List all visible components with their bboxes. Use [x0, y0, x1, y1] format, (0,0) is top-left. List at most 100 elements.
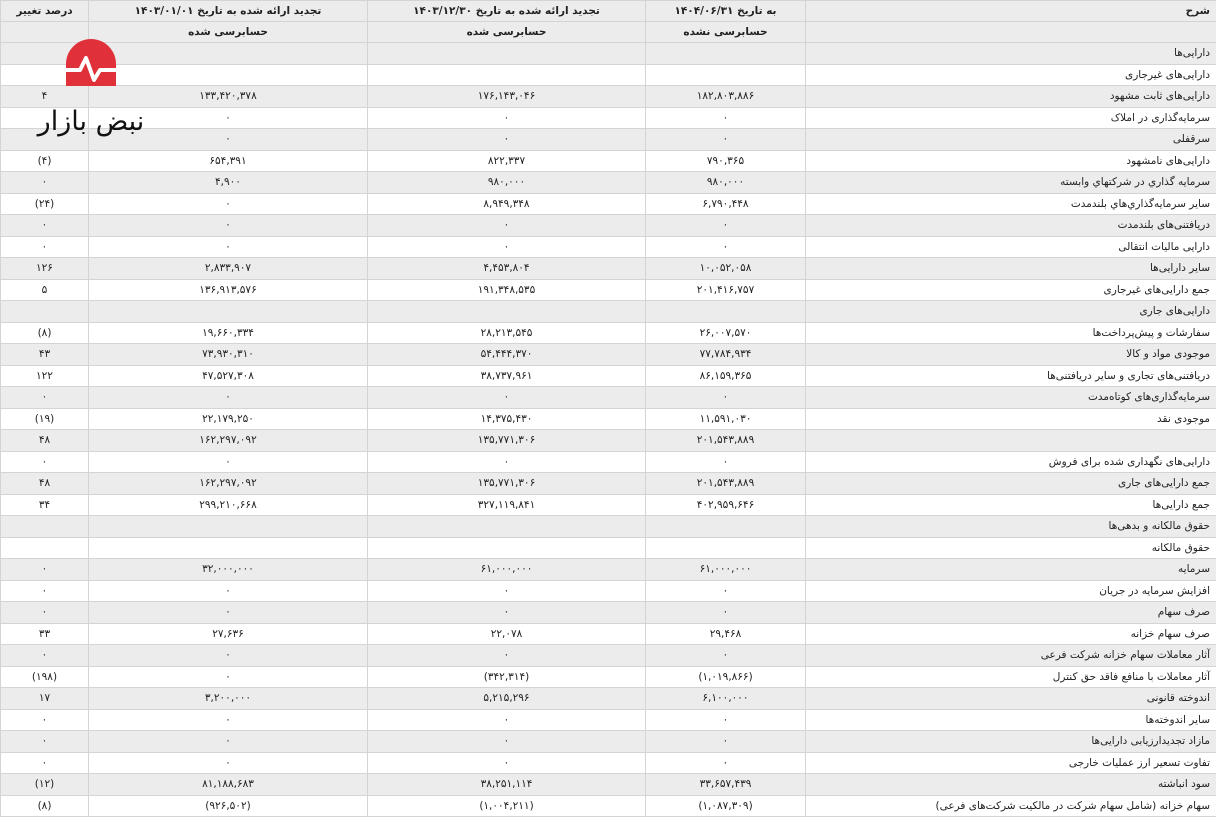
table-row: جمع دارایی‌های غیرجاری ۲۰۱,۴۱۶,۷۵۷ ۱۹۱,۳۴۸…	[0, 278, 1216, 301]
row-label: دارایی‌های نگهداری شده برای فروش	[805, 450, 1216, 473]
value-cell: ۰	[645, 601, 806, 624]
table-row: مازاد تجدیدارزیابی دارایی‌ها ۰ ۰ ۰ ۰	[0, 730, 1216, 753]
value-cell: ۱۱,۵۹۱,۰۳۰	[645, 407, 806, 430]
header-cell: درصد تغییر	[0, 0, 89, 22]
value-cell	[88, 515, 368, 538]
value-cell: ۱۶۲,۲۹۷,۰۹۲	[88, 429, 368, 452]
table-row: آثار معاملات سهام خزانه شرکت فرعی ۰ ۰ ۰ ۰	[0, 644, 1216, 667]
value-cell: ۰	[0, 214, 89, 237]
value-cell: ۳۳,۶۵۷,۴۳۹	[645, 773, 806, 796]
header-cell	[805, 21, 1216, 43]
value-cell: ۰	[367, 601, 646, 624]
value-cell: ۱۷۶,۱۴۳,۰۴۶	[367, 85, 646, 108]
value-cell: ۰	[0, 644, 89, 667]
header-cell: حسابرسی نشده	[645, 21, 806, 43]
value-cell: ۴۰۲,۹۵۹,۶۴۶	[645, 493, 806, 516]
table-row: دارایی‌های نگهداری شده برای فروش ۰ ۰ ۰ ۰	[0, 450, 1216, 473]
value-cell	[0, 42, 89, 65]
value-cell: (۱۹۸)	[0, 665, 89, 688]
table-row: صرف سهام خزانه ۲۹,۴۶۸ ۲۲,۰۷۸ ۲۷,۶۳۶ ۳۳	[0, 622, 1216, 645]
value-cell: ۰	[367, 106, 646, 129]
row-label: دریافتنی‌های بلندمدت	[805, 214, 1216, 237]
row-label: سرمایه‌گذاری در املاک	[805, 106, 1216, 129]
value-cell: ۰	[367, 386, 646, 409]
row-label	[805, 429, 1216, 452]
value-cell: ۱۶۲,۲۹۷,۰۹۲	[88, 472, 368, 495]
value-cell: ۰	[88, 644, 368, 667]
row-label: سهام خزانه (شامل سهام شرکت در مالکیت شرک…	[805, 794, 1216, 817]
value-cell: ۱۳۶,۹۱۳,۵۷۶	[88, 278, 368, 301]
value-cell: ۰	[0, 601, 89, 624]
value-cell: ۰	[0, 751, 89, 774]
table-row: دارایی مالیات انتقالی ۰ ۰ ۰ ۰	[0, 235, 1216, 258]
value-cell	[88, 300, 368, 323]
table-row: سرمایه‌گذاری در املاک ۰ ۰ ۰	[0, 106, 1216, 129]
row-label: جمع دارایی‌های جاری	[805, 472, 1216, 495]
value-cell: ۶۱,۰۰۰,۰۰۰	[367, 558, 646, 581]
value-cell: ۰	[88, 386, 368, 409]
value-cell: (۱۲)	[0, 773, 89, 796]
value-cell	[0, 63, 89, 86]
value-cell	[0, 128, 89, 151]
value-cell: ۰	[367, 128, 646, 151]
value-cell	[367, 536, 646, 559]
row-label: ساير سرمايه‌گذاري‌هاي بلندمدت	[805, 192, 1216, 215]
value-cell: (۱,۰۸۷,۳۰۹)	[645, 794, 806, 817]
header-cell: تجدید ارائه شده به تاریخ ۱۴۰۳/۱۲/۳۰	[367, 0, 646, 22]
header-cell: حسابرسی شده	[88, 21, 368, 43]
value-cell: ۰	[88, 128, 368, 151]
value-cell: (۱۹)	[0, 407, 89, 430]
value-cell	[0, 536, 89, 559]
table-row: سرمایه ۶۱,۰۰۰,۰۰۰ ۶۱,۰۰۰,۰۰۰ ۳۲,۰۰۰,۰۰۰ ۰	[0, 558, 1216, 581]
value-cell: ۰	[88, 665, 368, 688]
value-cell	[0, 106, 89, 129]
table-row: سرمایه‌گذاری‌های کوتاه‌مدت ۰ ۰ ۰ ۰	[0, 386, 1216, 409]
value-cell: ۱۳۵,۷۷۱,۳۰۶	[367, 472, 646, 495]
value-cell: ۳۲,۰۰۰,۰۰۰	[88, 558, 368, 581]
value-cell: (۱,۰۰۴,۲۱۱)	[367, 794, 646, 817]
value-cell: ۰	[0, 235, 89, 258]
value-cell: ۰	[0, 386, 89, 409]
row-label: صرف سهام خزانه	[805, 622, 1216, 645]
value-cell: ۳,۲۰۰,۰۰۰	[88, 687, 368, 710]
table-row: افزایش سرمایه در جریان ۰ ۰ ۰ ۰	[0, 579, 1216, 602]
row-label: تفاوت تسعیر ارز عملیات خارجی	[805, 751, 1216, 774]
table-row: سرمایه گذاري در شرکتهاي وابسته ۹۸۰,۰۰۰ ۹۸۰…	[0, 171, 1216, 194]
value-cell: ۲۰۱,۵۴۳,۸۸۹	[645, 472, 806, 495]
table-row: دارایی‌های جاری	[0, 300, 1216, 323]
value-cell: ۰	[645, 708, 806, 731]
value-cell: ۷۷,۷۸۴,۹۳۴	[645, 343, 806, 366]
value-cell: (۸)	[0, 321, 89, 344]
table-row: سرقفلی ۰ ۰ ۰	[0, 128, 1216, 151]
value-cell	[645, 515, 806, 538]
table-row: موجودی نقد ۱۱,۵۹۱,۰۳۰ ۱۴,۳۷۵,۴۳۰ ۲۲,۱۷۹,۲۵۰…	[0, 407, 1216, 430]
value-cell: ۰	[88, 192, 368, 215]
value-cell: ۰	[645, 214, 806, 237]
header-cell	[0, 21, 89, 43]
value-cell: ۹۸۰,۰۰۰	[367, 171, 646, 194]
table-row: تفاوت تسعیر ارز عملیات خارجی ۰ ۰ ۰ ۰	[0, 751, 1216, 774]
value-cell	[367, 300, 646, 323]
value-cell: ۳۸,۲۵۱,۱۱۴	[367, 773, 646, 796]
value-cell: ۱۰,۰۵۲,۰۵۸	[645, 257, 806, 280]
value-cell: ۸۲۲,۳۳۷	[367, 149, 646, 172]
value-cell: ۲۹۹,۲۱۰,۶۶۸	[88, 493, 368, 516]
value-cell: (۸)	[0, 794, 89, 817]
value-cell: ۱۹,۶۶۰,۳۳۴	[88, 321, 368, 344]
value-cell: ۵	[0, 278, 89, 301]
value-cell: ۲,۸۳۳,۹۰۷	[88, 257, 368, 280]
value-cell: ۰	[645, 579, 806, 602]
value-cell: ۴۷,۵۲۷,۳۰۸	[88, 364, 368, 387]
table-row: موجودی مواد و کالا ۷۷,۷۸۴,۹۳۴ ۵۴,۴۴۴,۳۷۰ ۷۳…	[0, 343, 1216, 366]
value-cell: ۳۸,۷۳۷,۹۶۱	[367, 364, 646, 387]
row-label: سرمایه‌گذاری‌های کوتاه‌مدت	[805, 386, 1216, 409]
value-cell	[367, 63, 646, 86]
value-cell: ۰	[645, 644, 806, 667]
row-label: موجودی نقد	[805, 407, 1216, 430]
row-label: سرمایه گذاري در شرکتهاي وابسته	[805, 171, 1216, 194]
value-cell	[645, 63, 806, 86]
value-cell: ۴	[0, 85, 89, 108]
value-cell: ۳۲۷,۱۱۹,۸۴۱	[367, 493, 646, 516]
value-cell: ۴,۹۰۰	[88, 171, 368, 194]
